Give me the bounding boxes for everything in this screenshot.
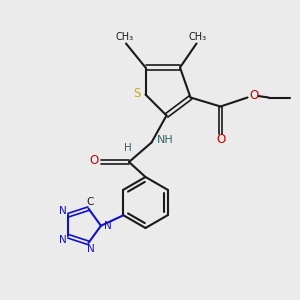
Text: O: O [250, 88, 259, 102]
Text: O: O [89, 154, 98, 167]
Text: O: O [217, 133, 226, 146]
Text: C: C [87, 197, 94, 207]
Text: N: N [87, 244, 94, 254]
Text: NH: NH [157, 135, 173, 145]
Text: CH₃: CH₃ [116, 32, 134, 42]
Text: H: H [124, 142, 131, 153]
Text: CH₃: CH₃ [189, 32, 207, 42]
Text: N: N [103, 221, 111, 231]
Text: N: N [59, 206, 67, 216]
Text: N: N [59, 235, 67, 245]
Text: S: S [134, 87, 141, 100]
